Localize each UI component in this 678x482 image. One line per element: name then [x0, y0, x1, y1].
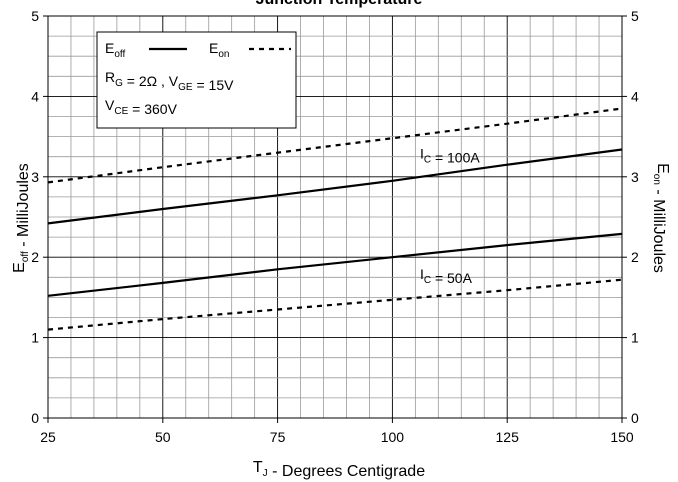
y-tick-label-right: 2 — [631, 249, 639, 265]
y-axis-label-right: Eon - MilliJoules — [650, 163, 671, 273]
annotations: IC = 100A IC = 50A — [420, 145, 480, 286]
axis-labels: TJ - Degrees Centigrade Eoff - MilliJoule… — [11, 163, 671, 480]
y-tick-label-right: 4 — [631, 88, 639, 104]
x-tick-label: 75 — [270, 429, 286, 445]
y-tick-label-left: 1 — [31, 330, 39, 346]
y-tick-label-left: 3 — [31, 169, 39, 185]
y-tick-label-right: 3 — [631, 169, 639, 185]
series-line-eon-100a — [47, 107, 623, 184]
legend-label-eoff: Eoff — [105, 40, 126, 60]
legend-condition: RG = 2Ω , VGE = 15V — [105, 69, 234, 93]
y-tick-label-left: 5 — [31, 8, 39, 24]
series-group — [47, 107, 623, 331]
y-tick-label-right: 0 — [631, 410, 639, 426]
y-tick-label-left: 0 — [31, 410, 39, 426]
series-line-eoff-50a — [47, 232, 623, 297]
y-tick-label-right: 5 — [631, 8, 639, 24]
y-axis-label-left: Eoff - MilliJoules — [11, 163, 32, 273]
x-tick-label: 150 — [610, 429, 634, 445]
series-annotation: IC = 100A — [420, 145, 480, 165]
legend-condition: VCE = 360V — [105, 97, 178, 117]
series-line-eoff-100a — [47, 148, 623, 225]
series-annotation: IC = 50A — [420, 266, 473, 286]
x-tick-label: 100 — [381, 429, 405, 445]
chart-title: Junction Temperature — [256, 0, 423, 8]
x-axis-label: TJ - Degrees Centigrade — [253, 459, 425, 480]
y-tick-label-left: 2 — [31, 249, 39, 265]
tick-labels: 25 50 75 100 125 150 0 0 1 1 2 2 3 3 4 4 5 5 — [31, 8, 639, 445]
x-tick-label: 25 — [40, 429, 56, 445]
legend-label-eon: Eon — [209, 40, 229, 60]
series-line-eon-50a — [47, 278, 623, 331]
y-tick-label-left: 4 — [31, 88, 39, 104]
x-tick-label: 125 — [496, 429, 520, 445]
legend: Eoff Eon RG = 2Ω , VGE = 15V VCE = 360V — [96, 31, 297, 129]
plot-frame — [47, 15, 623, 419]
y-tick-label-right: 1 — [631, 330, 639, 346]
x-tick-label: 50 — [155, 429, 171, 445]
